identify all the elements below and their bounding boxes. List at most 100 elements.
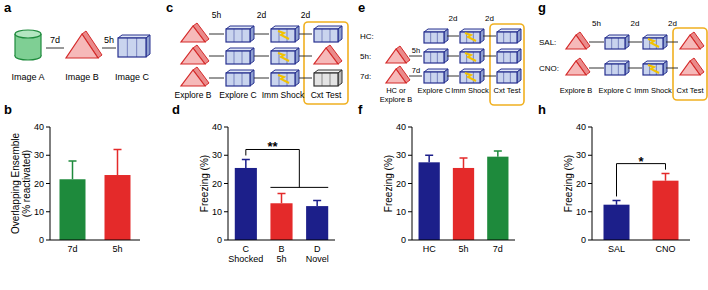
context-box-icon	[271, 51, 295, 64]
y-tick-label: 30	[212, 150, 222, 160]
y-tick	[408, 240, 412, 241]
bar	[235, 168, 257, 240]
row-label: HC:	[360, 32, 374, 41]
context-box-side	[146, 35, 150, 57]
step-label: Imm Shock	[451, 86, 489, 95]
y-axis-label: Freezing (%)	[563, 155, 574, 212]
y-tick	[224, 211, 228, 212]
y-tick	[224, 127, 228, 128]
box-grid	[242, 51, 243, 64]
box-grid	[473, 32, 474, 43]
box-grid	[473, 52, 474, 63]
y-tick-label: 10	[34, 207, 44, 217]
interval: 2d	[485, 14, 494, 23]
box-grid	[656, 38, 657, 49]
y-tick-label: 20	[212, 179, 222, 189]
box-grid	[656, 64, 657, 75]
box-grid	[430, 52, 431, 63]
box-grid	[437, 52, 438, 63]
bar	[653, 181, 679, 240]
box-grid	[136, 38, 137, 57]
box-grid	[234, 29, 235, 42]
context-box-icon	[226, 73, 250, 86]
y-tick-label: 10	[212, 207, 222, 217]
box-grid	[618, 38, 619, 49]
box-grid	[611, 64, 612, 75]
context-box-icon	[497, 32, 517, 43]
plot-area	[235, 159, 328, 240]
context-b-icon	[566, 35, 586, 49]
box-grid	[430, 72, 431, 83]
context-box-icon	[314, 73, 338, 86]
error-bar	[460, 158, 468, 168]
connector	[209, 34, 224, 35]
shock-icon	[648, 65, 659, 73]
bar	[60, 179, 86, 240]
error-bar	[242, 159, 250, 167]
context-box-icon	[460, 72, 480, 83]
connector	[666, 42, 678, 43]
connector	[299, 78, 312, 79]
shock-icon	[465, 53, 476, 61]
connector	[447, 56, 459, 57]
error-bar	[313, 200, 321, 206]
plot-area	[604, 174, 679, 240]
y-tick	[46, 127, 50, 128]
bar	[306, 206, 328, 240]
panel-letter: g	[538, 0, 546, 15]
error-bar	[69, 161, 77, 179]
connector	[589, 42, 604, 43]
connector	[209, 56, 224, 57]
connector	[409, 76, 422, 77]
bar	[604, 205, 630, 240]
y-axis-label: Overlapping Ensemble(% reactivated)	[10, 132, 32, 234]
test-frame	[673, 28, 707, 100]
box-grid	[322, 29, 323, 42]
box-grid	[503, 32, 504, 43]
category-label: B5h	[276, 244, 286, 264]
context-box-icon	[226, 29, 250, 42]
shock-icon	[465, 33, 476, 41]
context-box-icon	[460, 52, 480, 63]
context-b-icon	[680, 61, 700, 75]
row-label: CNO:	[539, 64, 559, 73]
y-tick-label: 20	[34, 179, 44, 189]
connector	[299, 56, 312, 57]
connector	[589, 68, 604, 69]
x-axis	[228, 240, 335, 241]
shock-icon	[278, 31, 289, 39]
error-bar	[662, 174, 670, 181]
error-bar	[278, 193, 286, 203]
y-tick	[224, 155, 228, 156]
plot-area	[419, 151, 509, 240]
connector	[254, 78, 269, 79]
y-tick-label: 30	[576, 150, 586, 160]
box-grid	[330, 29, 331, 42]
context-a-edge	[14, 34, 15, 56]
y-tick-label: 0	[401, 235, 406, 245]
significance-label: **	[268, 139, 279, 154]
panel-letter: e	[358, 0, 365, 15]
y-tick-label: 0	[39, 235, 44, 245]
interval: 2d	[301, 10, 311, 20]
connector	[628, 68, 642, 69]
category-label: CNO	[656, 244, 676, 254]
context-a-edge	[40, 34, 41, 56]
panel-letter: h	[538, 102, 546, 117]
box-grid	[611, 38, 612, 49]
box-grid	[473, 72, 474, 83]
context-box-side	[250, 48, 254, 64]
context-box-side	[250, 26, 254, 42]
context-box-side	[295, 70, 299, 86]
bar	[105, 175, 131, 240]
context-b-icon	[386, 69, 406, 83]
bar	[487, 157, 508, 240]
context-box-icon	[271, 29, 295, 42]
category-label: DNovel	[306, 244, 329, 264]
bar	[419, 162, 440, 240]
image-label: Image B	[65, 72, 99, 82]
connector	[409, 56, 422, 57]
y-tick	[224, 240, 228, 241]
interval: 2d	[631, 19, 640, 28]
y-tick-label: 20	[576, 179, 586, 189]
